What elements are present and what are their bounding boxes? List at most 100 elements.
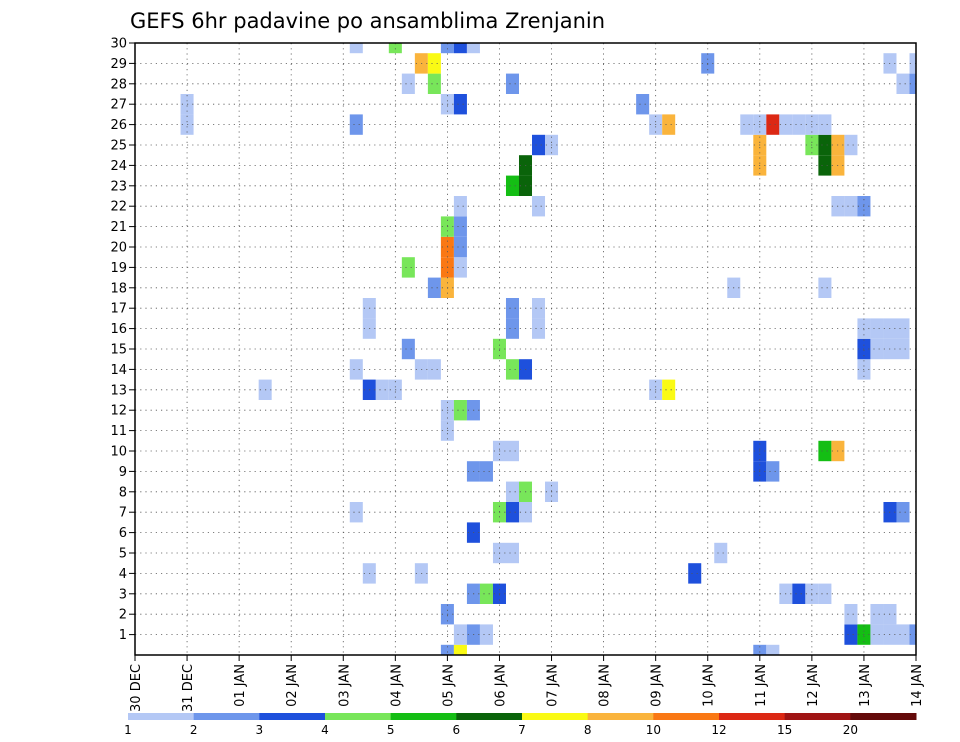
heatmap-cell (427, 73, 441, 94)
y-tick-label: 30 (110, 37, 127, 52)
heatmap-cell (375, 379, 389, 400)
heatmap-cell (870, 604, 884, 625)
heatmap-cell (453, 257, 467, 278)
colorbar-label: 1 (124, 723, 132, 737)
heatmap-cell (818, 583, 832, 604)
y-tick-label: 5 (119, 547, 127, 562)
y-tick-label: 9 (119, 465, 127, 480)
x-tick-label: 11 JAN (754, 664, 769, 707)
heatmap-cell (844, 624, 858, 645)
grid-lines (135, 43, 916, 655)
x-tick-label: 13 JAN (858, 664, 873, 707)
y-tick-label: 12 (110, 404, 127, 419)
y-tick-label: 7 (119, 506, 127, 521)
heatmap-cell (714, 542, 728, 564)
heatmap-cell (896, 338, 910, 360)
y-tick-label: 8 (119, 485, 127, 500)
heatmap-cell (844, 196, 858, 217)
heatmap-cell (453, 196, 467, 217)
y-tick-label: 23 (110, 179, 127, 194)
y-tick-label: 28 (110, 77, 127, 92)
heatmap-cell (636, 94, 650, 115)
y-tick-label: 27 (110, 98, 127, 113)
heatmap-cell (740, 114, 754, 135)
y-tick-label: 19 (110, 261, 127, 276)
colorbar-swatch (784, 713, 851, 720)
heatmap-cell (818, 277, 832, 298)
x-tick-label: 09 JAN (650, 664, 665, 707)
colorbar: 1 2 3 4 5 6 7 8 10 12 15 20 (124, 713, 917, 737)
heatmap-cell (870, 318, 884, 339)
y-tick-label: 6 (119, 526, 127, 541)
heatmap-cell (505, 440, 519, 462)
colorbar-swatch (456, 713, 523, 720)
x-tick-label: 01 JAN (233, 664, 248, 707)
y-tick-label: 24 (110, 159, 127, 174)
heatmap-cell (792, 583, 806, 604)
heatmap-cell (532, 134, 546, 156)
heatmap-cell (349, 43, 363, 54)
x-tick-label: 10 JAN (702, 664, 717, 707)
heatmap-cell (349, 359, 363, 380)
heatmap-cell (766, 644, 780, 655)
heatmap-cell (479, 583, 493, 604)
y-tick-label: 11 (110, 424, 127, 439)
heatmap-cell (896, 73, 910, 94)
colorbar-label: 7 (518, 723, 526, 737)
heatmap-cell (818, 134, 832, 156)
heatmap-cell (662, 379, 676, 400)
heatmap-cell (896, 318, 910, 339)
heatmap-cell (870, 624, 884, 645)
x-axis: 30 DEC 31 DEC 01 JAN 02 JAN 03 JAN 04 JAN 05 J… (129, 655, 925, 712)
x-tick-label: 14 JAN (910, 664, 925, 707)
x-tick-label: 08 JAN (598, 664, 613, 707)
heatmap-cell (505, 318, 519, 339)
colorbar-swatch (390, 713, 457, 720)
colorbar-swatch (193, 713, 260, 720)
heatmap-cell (427, 277, 441, 298)
heatmap-cell (401, 73, 415, 94)
heatmap-cell (766, 461, 780, 482)
colorbar-label: 10 (646, 723, 661, 737)
y-tick-label: 4 (119, 567, 127, 582)
heatmap-cell (401, 257, 415, 278)
colorbar-swatch (719, 713, 786, 720)
y-tick-label: 20 (110, 241, 127, 256)
heatmap-cell (505, 175, 519, 196)
colorbar-label: 8 (584, 723, 592, 737)
y-tick-label: 16 (110, 322, 127, 337)
heatmap-cell (909, 53, 916, 74)
heatmap-cell (453, 236, 467, 258)
heatmap-cell (844, 134, 858, 156)
y-tick-label: 18 (110, 281, 127, 296)
heatmap-cell (753, 644, 767, 655)
colorbar-label: 6 (453, 723, 461, 737)
heatmap-cell (466, 43, 480, 54)
heatmap-cell (401, 338, 415, 360)
heatmap-cell (427, 359, 441, 380)
y-tick-label: 15 (110, 343, 127, 358)
colorbar-label: 3 (256, 723, 264, 737)
x-tick-label: 03 JAN (337, 664, 352, 707)
heatmap-cell (479, 624, 493, 645)
y-tick-label: 2 (119, 608, 127, 623)
heatmap-cell (453, 400, 467, 421)
heatmap-cell (505, 542, 519, 564)
x-tick-label: 06 JAN (493, 664, 508, 707)
heatmap-cell (479, 461, 493, 482)
y-tick-label: 10 (110, 445, 127, 460)
colorbar-swatch (850, 713, 917, 720)
heatmap-cell (388, 43, 402, 54)
y-tick-label: 14 (110, 363, 127, 378)
colorbar-label: 5 (387, 723, 395, 737)
heatmap-cell (766, 114, 780, 135)
colorbar-label: 15 (777, 723, 792, 737)
heatmap-cell (505, 73, 519, 94)
heatmap-cell (909, 73, 916, 94)
x-tick-label: 12 JAN (806, 664, 821, 707)
chart-title: GEFS 6hr padavine po ansamblima Zrenjani… (130, 9, 605, 33)
heatmap-cell (440, 43, 454, 54)
colorbar-swatch (325, 713, 392, 720)
heatmap-cell (532, 196, 546, 217)
